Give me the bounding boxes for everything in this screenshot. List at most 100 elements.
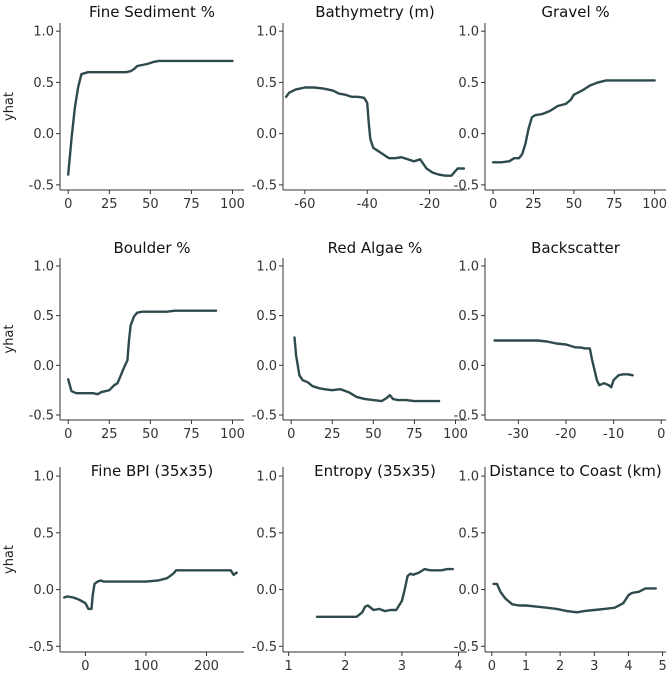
y-tick-label: 0.0 [256, 583, 277, 598]
y-tick-label: 0.5 [33, 309, 54, 324]
series-line [492, 582, 657, 614]
x-tick-label: 75 [606, 197, 623, 212]
y-tick-label: 1.0 [458, 470, 479, 485]
panel-title: Red Algae % [328, 239, 423, 257]
x-tick-label: 200 [194, 659, 219, 674]
y-axis-label: yhat [2, 545, 17, 574]
x-tick-label: 50 [142, 427, 159, 442]
y-tick-label: 0.0 [458, 359, 479, 374]
x-tick-label: 75 [406, 427, 423, 442]
y-tick-label: 0.5 [256, 309, 277, 324]
panel-title: Entropy (35x35) [314, 462, 436, 480]
panel-title: Bathymetry (m) [315, 3, 435, 21]
panel-4: Boulder % 1.0 0.5 0.0 -0.5 yhat 0 25 50 75 100 [2, 239, 245, 442]
x-tick-label: 4 [454, 659, 462, 674]
panel-title: Distance to Coast (km) [489, 462, 662, 480]
y-tick-label: -0.5 [29, 640, 54, 655]
x-tick-label: 3 [590, 659, 598, 674]
y-tick-label: 1.0 [458, 259, 479, 274]
y-tick-label: 1.0 [458, 25, 479, 40]
y-tick-label: -0.5 [29, 178, 54, 193]
y-tick-label: 0.0 [33, 359, 54, 374]
x-tick-label: 25 [101, 197, 118, 212]
panel-title: Fine Sediment % [89, 3, 215, 21]
x-tick-label: -10 [603, 427, 624, 442]
x-tick-label: -60 [294, 197, 315, 212]
y-tick-label: -0.5 [454, 409, 479, 424]
series-line [62, 569, 238, 611]
y-tick-label: 1.0 [256, 470, 277, 485]
panel-7: Fine BPI (35x35) 1.0 0.5 0.0 -0.5 yhat 0 100 200 [2, 462, 244, 674]
panel-5: Red Algae % 1.0 0.5 0.0 -0.5 0 25 50 75 100 [252, 239, 468, 442]
x-tick-label: 0 [287, 427, 295, 442]
x-tick-label: 25 [324, 427, 341, 442]
x-tick-label: 100 [134, 659, 159, 674]
y-tick-label: 0.0 [33, 127, 54, 142]
x-tick-label: 50 [365, 427, 382, 442]
series-line [66, 309, 218, 396]
y-tick-label: 0.5 [33, 526, 54, 541]
x-tick-label: 0 [81, 659, 89, 674]
y-tick-label: 0.0 [458, 127, 479, 142]
y-tick-label: -0.5 [252, 409, 277, 424]
x-tick-label: 75 [183, 427, 200, 442]
y-axis-label: yhat [2, 92, 17, 121]
panel-title: Backscatter [531, 239, 621, 257]
x-tick-label: 0 [488, 659, 496, 674]
panel-title: Boulder % [113, 239, 190, 257]
panel-3: Gravel % 1.0 0.5 0.0 -0.5 0 25 50 75 100 [454, 3, 667, 212]
x-tick-label: -40 [357, 197, 378, 212]
x-tick-label: 2 [341, 659, 349, 674]
x-tick-label: 100 [220, 197, 245, 212]
y-tick-label: 1.0 [33, 25, 54, 40]
series-line [284, 86, 466, 177]
x-tick-label: 50 [566, 197, 583, 212]
y-tick-label: 0.0 [458, 583, 479, 598]
x-tick-label: 50 [142, 197, 159, 212]
y-tick-label: 0.5 [256, 76, 277, 91]
y-tick-label: 1.0 [33, 470, 54, 485]
y-tick-label: 0.0 [256, 359, 277, 374]
y-tick-label: 1.0 [33, 259, 54, 274]
x-tick-label: 3 [398, 659, 406, 674]
series-line [493, 339, 634, 389]
y-tick-label: 0.5 [33, 76, 54, 91]
y-tick-label: 0.5 [458, 309, 479, 324]
y-tick-label: 0.0 [33, 583, 54, 598]
series-line [293, 336, 441, 403]
x-tick-label: 0 [64, 427, 72, 442]
x-tick-label: 1 [285, 659, 293, 674]
x-tick-label: 1 [522, 659, 530, 674]
series-line [491, 79, 656, 164]
y-tick-label: -0.5 [252, 178, 277, 193]
x-tick-label: -20 [419, 197, 440, 212]
panel-6: Backscatter 1.0 0.5 0.0 -0.5 -30 -20 -10 0 [454, 239, 666, 442]
y-tick-label: 0.0 [256, 127, 277, 142]
panel-9: Distance to Coast (km) 1.0 0.5 0.0 -0.5 0 1 2 3 4… [454, 462, 667, 674]
x-tick-label: -30 [508, 427, 529, 442]
x-tick-label: -20 [555, 427, 576, 442]
y-tick-label: 0.5 [458, 526, 479, 541]
x-tick-label: 4 [624, 659, 632, 674]
panel-title: Fine BPI (35x35) [91, 462, 214, 480]
x-tick-label: 0 [657, 427, 665, 442]
y-tick-label: -0.5 [454, 640, 479, 655]
y-tick-label: 0.5 [256, 526, 277, 541]
x-tick-label: 2 [556, 659, 564, 674]
x-tick-label: 0 [64, 197, 72, 212]
x-tick-label: 25 [101, 427, 118, 442]
panel-title: Gravel % [541, 3, 609, 21]
series-line [315, 567, 454, 618]
x-tick-label: 0 [489, 197, 497, 212]
x-tick-label: 5 [658, 659, 666, 674]
y-tick-label: 1.0 [256, 25, 277, 40]
series-line [66, 59, 234, 176]
x-tick-label: 100 [642, 197, 667, 212]
y-axis-label: yhat [2, 325, 17, 354]
y-tick-label: -0.5 [252, 640, 277, 655]
x-tick-label: 75 [183, 197, 200, 212]
y-tick-label: 0.5 [458, 76, 479, 91]
y-tick-label: -0.5 [29, 409, 54, 424]
x-tick-label: 100 [443, 427, 468, 442]
